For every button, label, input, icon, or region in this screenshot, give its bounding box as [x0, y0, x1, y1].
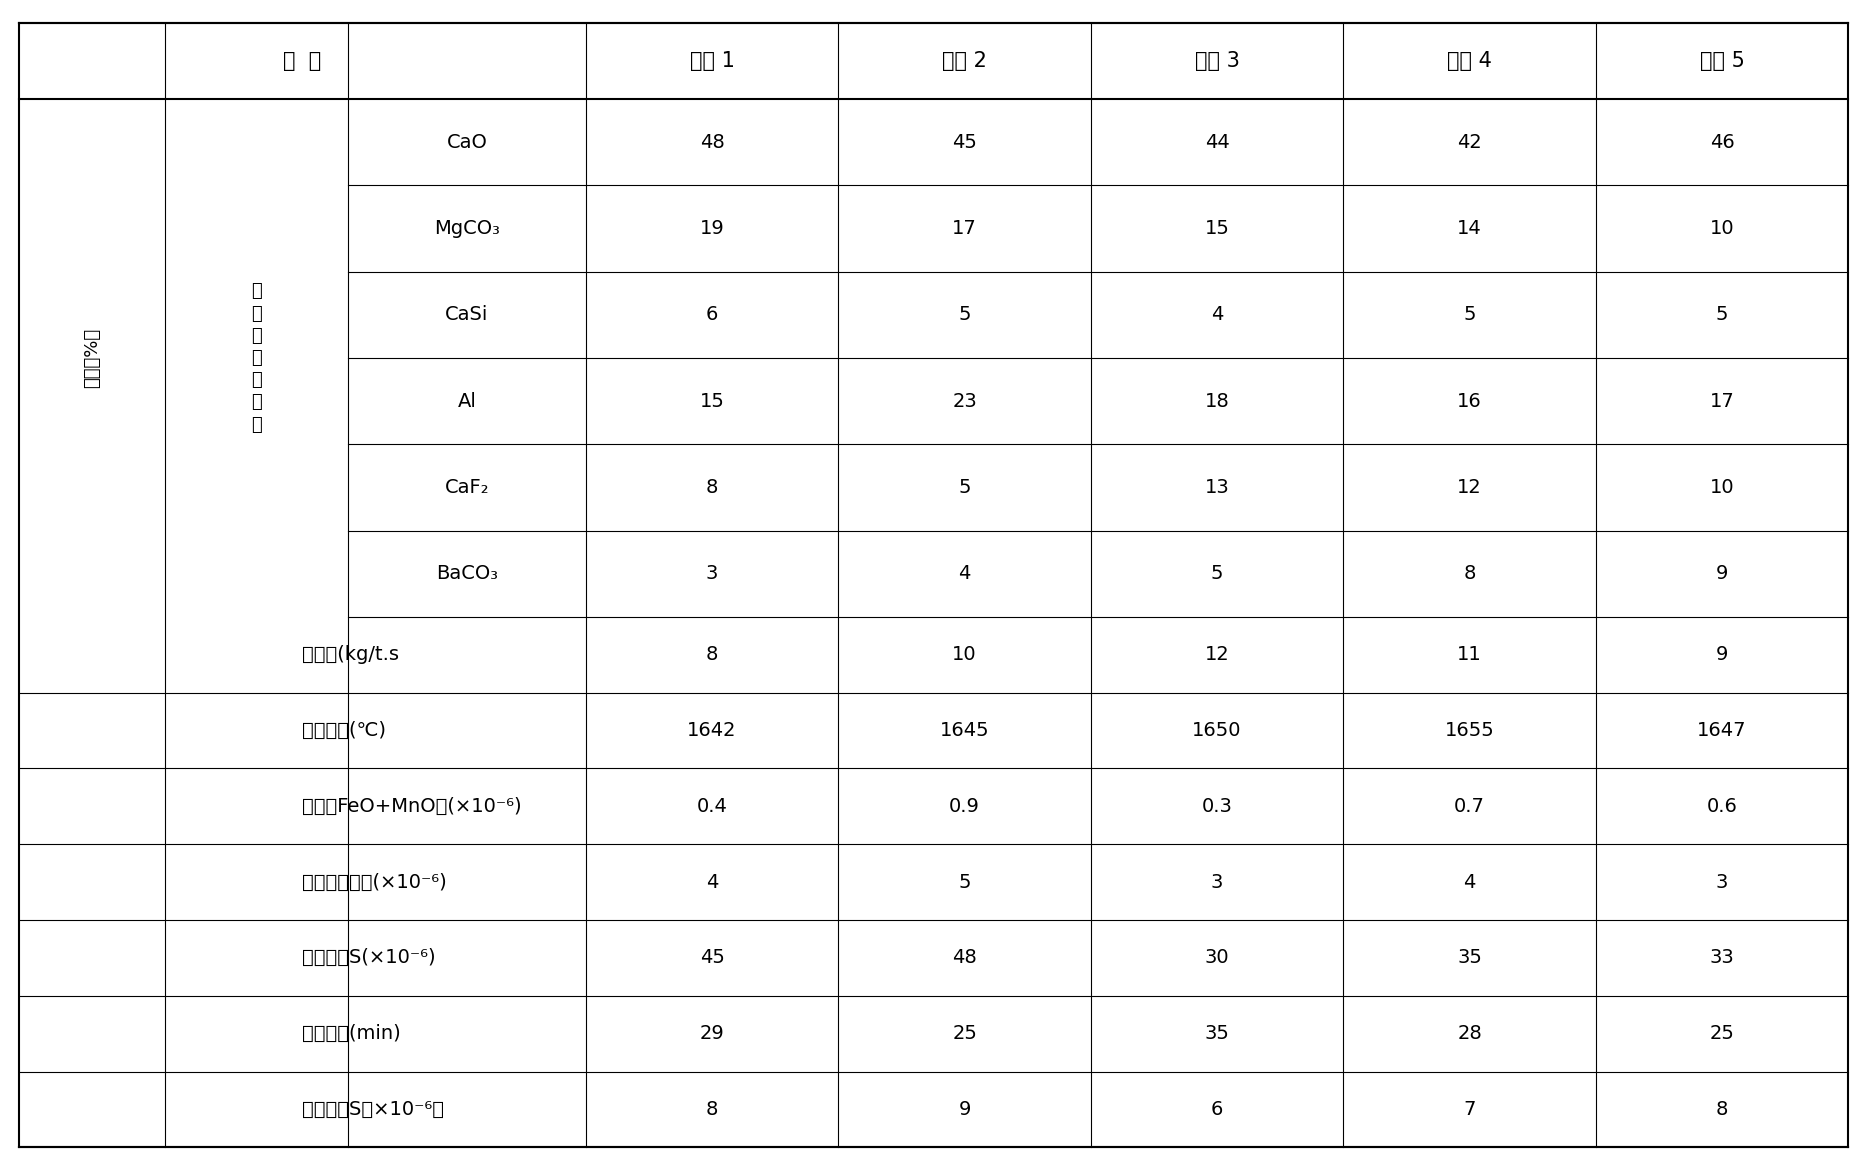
Text: 5: 5 — [958, 873, 971, 891]
Text: 钢液温度(℃): 钢液温度(℃) — [302, 721, 386, 741]
Text: 13: 13 — [1204, 478, 1230, 497]
Text: 48: 48 — [700, 132, 724, 152]
Text: 12: 12 — [1204, 646, 1230, 664]
Text: 0.7: 0.7 — [1454, 797, 1484, 816]
Text: 5: 5 — [1716, 305, 1729, 325]
Text: 加入量(kg/t.s: 加入量(kg/t.s — [302, 646, 400, 664]
Text: 28: 28 — [1458, 1025, 1482, 1043]
Text: 3: 3 — [706, 564, 719, 583]
Text: 14: 14 — [1458, 219, 1482, 238]
Text: Al: Al — [457, 392, 476, 410]
Text: （重量%）: （重量%） — [82, 328, 101, 388]
Text: 4: 4 — [958, 564, 971, 583]
Text: 9: 9 — [1716, 564, 1729, 583]
Text: 1655: 1655 — [1445, 721, 1494, 741]
Text: 11: 11 — [1458, 646, 1482, 664]
Text: 5: 5 — [958, 478, 971, 497]
Text: 0.9: 0.9 — [948, 797, 980, 816]
Text: 17: 17 — [952, 219, 976, 238]
Text: 4: 4 — [1212, 305, 1223, 325]
Text: 1650: 1650 — [1193, 721, 1242, 741]
Text: 5: 5 — [1464, 305, 1475, 325]
Text: MgCO₃: MgCO₃ — [433, 219, 500, 238]
Text: 钢液初始氧势(×10⁻⁶): 钢液初始氧势(×10⁻⁶) — [302, 873, 446, 891]
Text: 19: 19 — [700, 219, 724, 238]
Text: 8: 8 — [706, 1100, 719, 1120]
Text: 45: 45 — [700, 948, 724, 968]
Text: 17: 17 — [1710, 392, 1734, 410]
Text: 18: 18 — [1204, 392, 1230, 410]
Text: 实例 3: 实例 3 — [1195, 51, 1240, 71]
Text: 10: 10 — [1710, 219, 1734, 238]
Text: 9: 9 — [1716, 646, 1729, 664]
Text: 4: 4 — [1464, 873, 1475, 891]
Text: CaSi: CaSi — [444, 305, 489, 325]
Text: 8: 8 — [1464, 564, 1475, 583]
Text: 16: 16 — [1458, 392, 1482, 410]
Text: 精
炼
渣
化
学
成
分: 精 炼 渣 化 学 成 分 — [252, 283, 261, 433]
Text: 9: 9 — [958, 1100, 971, 1120]
Text: 10: 10 — [1710, 478, 1734, 497]
Text: 29: 29 — [700, 1025, 724, 1043]
Text: 实例 5: 实例 5 — [1699, 51, 1744, 71]
Text: 5: 5 — [958, 305, 971, 325]
Text: 44: 44 — [1204, 132, 1230, 152]
Text: 钢液终点S（×10⁻⁶）: 钢液终点S（×10⁻⁶） — [302, 1100, 444, 1120]
Text: 42: 42 — [1458, 132, 1482, 152]
Text: 45: 45 — [952, 132, 976, 152]
Text: 35: 35 — [1204, 1025, 1230, 1043]
Text: 指  标: 指 标 — [284, 51, 321, 71]
Text: CaF₂: CaF₂ — [444, 478, 489, 497]
Text: CaO: CaO — [446, 132, 487, 152]
Text: 8: 8 — [706, 478, 719, 497]
Text: 30: 30 — [1204, 948, 1228, 968]
Text: 1642: 1642 — [687, 721, 737, 741]
Text: 33: 33 — [1710, 948, 1734, 968]
Text: 实例 4: 实例 4 — [1447, 51, 1492, 71]
Text: 7: 7 — [1464, 1100, 1475, 1120]
Text: 渣中（FeO+MnO）(×10⁻⁶): 渣中（FeO+MnO）(×10⁻⁶) — [302, 797, 523, 816]
Text: BaCO₃: BaCO₃ — [435, 564, 498, 583]
Text: 0.3: 0.3 — [1202, 797, 1232, 816]
Text: 1647: 1647 — [1697, 721, 1748, 741]
Text: 10: 10 — [952, 646, 976, 664]
Text: 5: 5 — [1212, 564, 1223, 583]
Text: 8: 8 — [1716, 1100, 1729, 1120]
Text: 25: 25 — [1710, 1025, 1734, 1043]
Text: 6: 6 — [706, 305, 719, 325]
Text: 35: 35 — [1456, 948, 1482, 968]
Text: 15: 15 — [1204, 219, 1230, 238]
Text: 6: 6 — [1212, 1100, 1223, 1120]
Text: 1645: 1645 — [939, 721, 990, 741]
Text: 23: 23 — [952, 392, 976, 410]
Text: 4: 4 — [706, 873, 719, 891]
Text: 实例 2: 实例 2 — [943, 51, 988, 71]
Text: 0.6: 0.6 — [1706, 797, 1738, 816]
Text: 25: 25 — [952, 1025, 976, 1043]
Text: 12: 12 — [1458, 478, 1482, 497]
Text: 46: 46 — [1710, 132, 1734, 152]
Text: 3: 3 — [1212, 873, 1223, 891]
Text: 实例 1: 实例 1 — [689, 51, 734, 71]
Text: 0.4: 0.4 — [696, 797, 728, 816]
Text: 3: 3 — [1716, 873, 1729, 891]
Text: 钢液初始S(×10⁻⁶): 钢液初始S(×10⁻⁶) — [302, 948, 435, 968]
Text: 48: 48 — [952, 948, 976, 968]
Text: 15: 15 — [700, 392, 724, 410]
Text: 8: 8 — [706, 646, 719, 664]
Text: 精炼时间(min): 精炼时间(min) — [302, 1025, 401, 1043]
